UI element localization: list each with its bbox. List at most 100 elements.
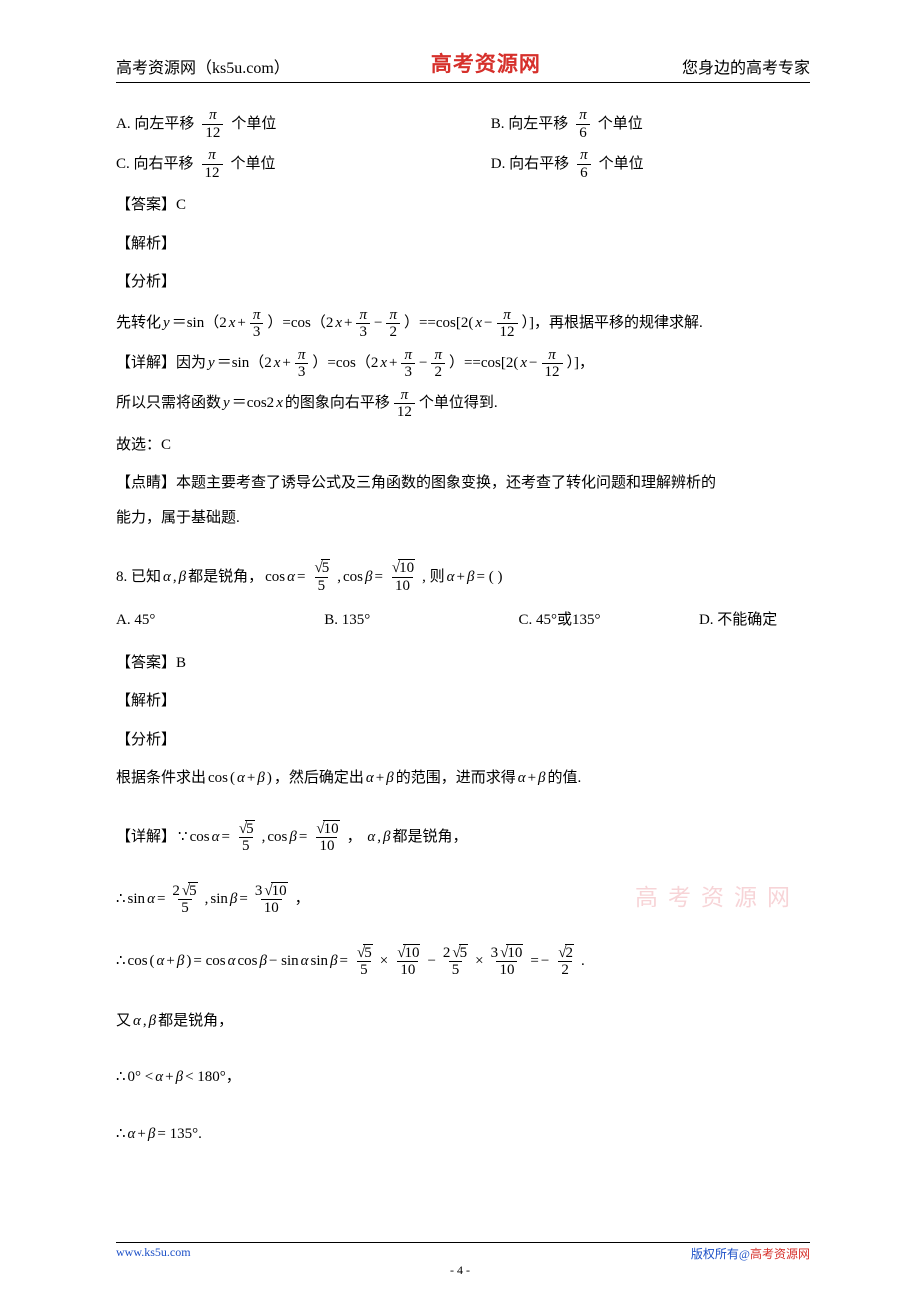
frac-num: 25 [169,883,200,900]
text: + [376,764,384,793]
text: + [457,563,465,592]
frac-num: 3 10 [252,883,291,900]
var-alpha: α [128,1120,136,1149]
opt-b-suffix: 个单位 [598,110,643,139]
coef: 3 [255,883,263,899]
text: 所以只需将函数 [116,389,221,418]
q8-option-c: C. 45°或135° [519,606,699,635]
frac-3sqrt10-10: 3 1010 [252,883,291,917]
var-y: y [208,349,215,378]
fraction-pi-12: π 12 [202,107,223,141]
frac-2sqrt5-5: 255 [169,883,200,917]
q7-options-row-1: A. 向左平移 π 12 个单位 B. 向左平移 π 6 个单位 [116,107,810,141]
q7-option-a: A. 向左平移 π 12 个单位 [116,107,491,141]
var-beta: β [365,563,372,592]
frac-num: π [205,147,219,164]
text: ＝sin（2 [217,349,272,378]
var-beta: β [230,885,237,914]
frac-den: 5 [315,577,329,595]
header-left: 高考资源网（ks5u.com） [116,54,290,78]
text: cos [237,947,257,976]
eq: = [239,885,247,914]
coef: 2 [443,945,451,961]
var-beta: β [148,1120,155,1149]
page-number: - 4 - [0,1263,920,1278]
text: sin [311,947,329,976]
q7-dianjing-1: 【点睛】本题主要考查了诱导公式及三角函数的图象变换，还考查了转化问题和理解辨析的 [116,469,810,498]
text: = cos [193,947,225,976]
because-icon [178,823,188,852]
fraction-pi-3: π3 [401,347,415,381]
opt-c-suffix: 个单位 [231,150,276,179]
text: ＝cos2 [232,389,275,418]
fraction-pi-12: π12 [497,307,518,341]
frac-den: 5 [239,837,253,855]
q8-final: α + β = 135°. [116,1120,810,1149]
text: 的范围，进而求得 [396,764,516,793]
radicand: 10 [271,882,288,899]
q7-dianjing-2: 能力，属于基础题. [116,504,810,533]
frac-num: 5 [234,821,258,838]
frac-sqrt2-2: 22 [553,945,577,979]
radicand: 5 [363,944,373,961]
header-right: 您身边的高考专家 [682,54,810,78]
q7-answer: 【答案】C [116,191,810,220]
radicand: 5 [188,882,198,899]
var-alpha: α [212,823,220,852]
text: ）]， [567,349,595,378]
q7-option-b: B. 向左平移 π 6 个单位 [491,107,810,141]
text: ）==cos[2( [449,349,518,378]
frac-num: 5 [309,560,333,577]
frac-den: 3 [356,323,370,341]
text: + [165,1063,173,1092]
copyright-brand: 高考资源网 [750,1247,810,1261]
var-alpha: α [155,1063,163,1092]
frac-num: 10 [392,945,423,962]
text: + [282,349,290,378]
fraction-pi-6: π 6 [576,107,590,141]
text: 【详解】 [116,823,176,852]
text: 8. 已知 [116,563,161,592]
text: ， [295,885,310,914]
frac-den: 10 [392,577,413,595]
frac-3sqrt10-10: 31010 [488,945,527,979]
var-beta: β [259,947,266,976]
frac-den: 2 [558,961,572,979]
text: = 135°. [157,1120,201,1149]
frac-den: 2 [386,323,400,341]
fraction-pi-2: π2 [431,347,445,381]
q7-guxuan: 故选：C [116,431,810,460]
radicand: 10 [403,944,420,961]
frac-num: π [431,347,445,364]
var-alpha: α [147,885,155,914]
var-x: x [276,389,283,418]
var-alpha: α [447,563,455,592]
fraction-pi-2: π2 [386,307,400,341]
frac-num: 310 [488,945,527,962]
text: , [143,1007,147,1036]
frac-den: 12 [394,403,415,421]
text: ， [347,823,366,852]
content-area: A. 向左平移 π 12 个单位 B. 向左平移 π 6 个单位 C. 向右平移 [116,107,810,1148]
var-beta: β [177,947,184,976]
text: < 180°， [185,1063,241,1092]
frac-den: 3 [295,363,309,381]
text: 的值. [548,764,582,793]
frac-sqrt5-5: 5 5 [309,560,333,594]
frac-num: π [386,307,400,324]
eq: = [299,823,307,852]
var-y: y [223,389,230,418]
text: ）=cos（2 [267,309,333,338]
paren: ) [186,947,191,976]
frac-den: 6 [577,164,591,182]
frac-sqrt10-10: 10 10 [387,560,418,594]
radicand: 2 [565,944,575,961]
text: 都是锐角， [392,823,467,852]
var-x: x [475,309,482,338]
minus: − [427,947,435,976]
frac-den: 3 [250,323,264,341]
q8-stem: 8. 已知 α , β 都是锐角， cos α = 5 5 , cos β = … [116,560,810,594]
var-x: x [229,309,236,338]
frac-num: 2 [553,945,577,962]
frac-den: 12 [497,323,518,341]
